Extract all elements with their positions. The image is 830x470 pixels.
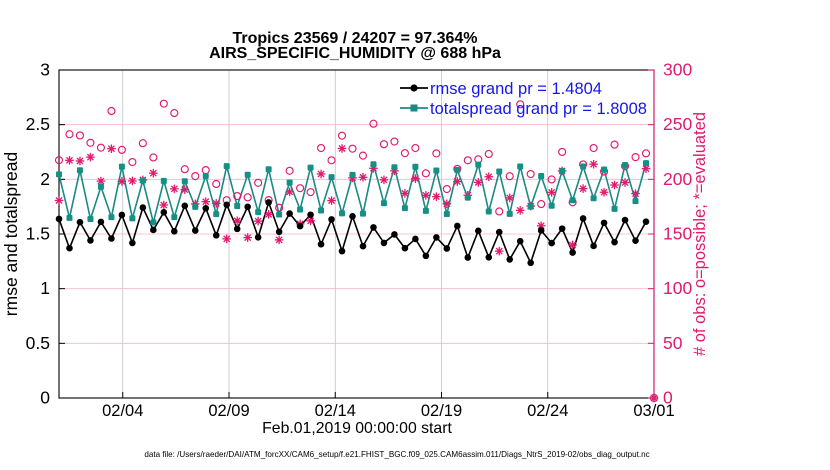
svg-text:rmse grand pr = 1.4804: rmse grand pr = 1.4804	[430, 80, 602, 98]
svg-text:2.5: 2.5	[26, 114, 50, 134]
svg-text:02/09: 02/09	[208, 402, 249, 420]
svg-text:02/24: 02/24	[527, 402, 568, 420]
svg-text:1.5: 1.5	[26, 224, 50, 244]
svg-text:200: 200	[663, 169, 692, 189]
svg-text:0.5: 0.5	[26, 333, 50, 353]
svg-text:100: 100	[663, 278, 692, 298]
svg-text:Feb.01,2019 00:00:00 start: Feb.01,2019 00:00:00 start	[262, 420, 452, 437]
svg-text:3: 3	[40, 60, 50, 80]
svg-text:0: 0	[663, 388, 673, 408]
svg-text:0: 0	[40, 388, 50, 408]
svg-text:rmse and totalspread: rmse and totalspread	[1, 152, 21, 316]
svg-text:AIRS_SPECIFIC_HUMIDITY @ 688 h: AIRS_SPECIFIC_HUMIDITY @ 688 hPa	[209, 45, 501, 62]
svg-text:02/19: 02/19	[421, 402, 462, 420]
svg-text:250: 250	[663, 114, 692, 134]
svg-text:300: 300	[663, 60, 692, 80]
svg-text:50: 50	[663, 333, 683, 353]
svg-text:150: 150	[663, 224, 692, 244]
svg-text:02/14: 02/14	[315, 402, 356, 420]
svg-text:totalspread grand pr = 1.8008: totalspread grand pr = 1.8008	[430, 100, 647, 118]
svg-text:2: 2	[40, 169, 50, 189]
svg-text:02/04: 02/04	[102, 402, 143, 420]
svg-text:data file: /Users/raeder/DAI/A: data file: /Users/raeder/DAI/ATM_forcXX/…	[144, 450, 649, 459]
svg-text:1: 1	[40, 278, 50, 298]
svg-text:# of obs: o=possible; *=evalua: # of obs: o=possible; *=evaluated	[691, 112, 709, 356]
